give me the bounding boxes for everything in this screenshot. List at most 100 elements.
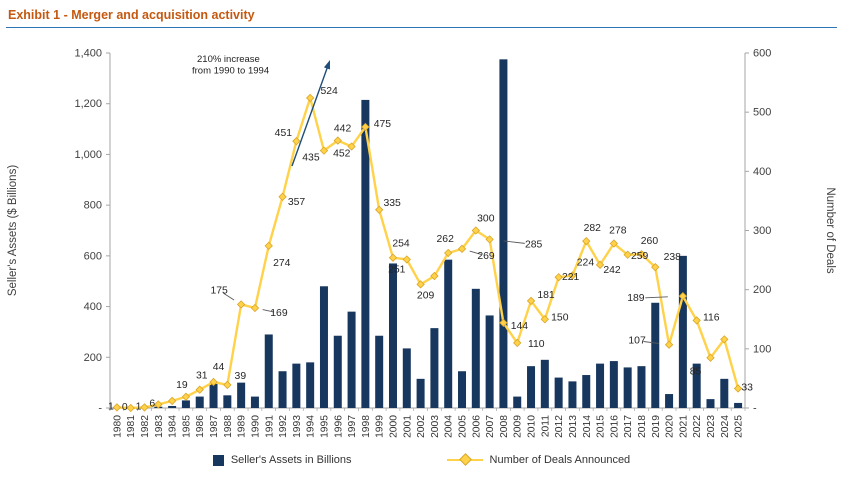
- asset-bar-2000: [388, 263, 397, 408]
- deal-value-label-2023: 85: [690, 367, 702, 378]
- deal-marker-1998: [361, 122, 370, 132]
- x-axis-year-label: 2016: [609, 415, 620, 438]
- deal-marker-2019: [651, 263, 660, 272]
- left-axis-tick-label: 1,400: [74, 48, 102, 60]
- deal-value-label-1999: 335: [384, 198, 402, 209]
- deal-value-label-1996: 452: [333, 149, 351, 160]
- x-axis-year-label: 2024: [720, 415, 731, 438]
- deal-value-label-2019: 238: [664, 252, 682, 263]
- x-axis-year-label: 1984: [168, 415, 179, 438]
- x-axis-year-label: 1998: [361, 415, 372, 438]
- chart-legend: Seller's Assets in Billions Number of De…: [0, 448, 843, 472]
- asset-bar-2010: [527, 366, 536, 408]
- x-axis-year-label: 2021: [678, 415, 689, 438]
- deal-marker-2011: [540, 315, 550, 324]
- x-axis-year-label: 1981: [126, 415, 137, 438]
- x-axis-year-label: 2006: [471, 415, 482, 438]
- asset-bar-2024: [720, 378, 729, 408]
- legend-label-sellers-assets: Seller's Assets in Billions: [230, 454, 352, 466]
- deal-marker-2002: [416, 280, 425, 289]
- deal-value-label-2012: 221: [562, 272, 580, 283]
- deal-marker-2006: [471, 226, 480, 235]
- x-axis-year-label: 2025: [734, 415, 745, 438]
- right-axis-tick-label: 400: [753, 166, 771, 178]
- asset-bar-2004: [444, 259, 453, 408]
- exhibit-title: Exhibit 1 - Merger and acquisition activ…: [6, 0, 837, 28]
- left-axis-tick-label: 800: [84, 200, 102, 212]
- deals-line: [115, 96, 740, 410]
- deal-marker-2021: [678, 292, 688, 301]
- left-axis-tick-label: 1,000: [74, 149, 102, 161]
- deal-marker-1996: [333, 136, 342, 145]
- chart-area: - 200 400 600 800 1,000 1,200 1,400 - 100 200 300 40…: [0, 28, 843, 448]
- asset-bar-2005: [458, 371, 467, 408]
- deal-value-label-1990: 169: [270, 308, 288, 319]
- deal-marker-1991: [264, 241, 273, 251]
- deal-value-label-1987: 44: [213, 362, 225, 373]
- deal-marker-1980: [112, 403, 122, 412]
- asset-bar-2011: [540, 359, 549, 408]
- deal-marker-2007: [485, 235, 494, 244]
- x-axis-year-label: 2000: [388, 415, 399, 438]
- x-axis-year-label: 2005: [458, 415, 469, 438]
- deal-marker-1988: [223, 380, 232, 390]
- asset-bar-1990: [250, 396, 259, 408]
- deal-value-label-2004: 262: [437, 234, 455, 245]
- x-axis-year-label: 2019: [651, 415, 662, 438]
- asset-bar-1985: [181, 400, 190, 408]
- deal-value-label-1986: 31: [196, 371, 208, 382]
- asset-bar-2002: [416, 378, 425, 408]
- x-axis-year-label: 2010: [527, 415, 538, 438]
- annotation-line-1: 210% increase: [197, 54, 260, 65]
- label-leader-line: [223, 292, 235, 301]
- asset-bar-2025: [734, 402, 743, 408]
- deal-value-label-2006: 300: [477, 214, 495, 225]
- deal-value-label-1989: 175: [210, 285, 228, 296]
- deal-marker-2015: [595, 260, 605, 269]
- deal-value-label-2002: 209: [417, 290, 435, 301]
- left-axis-tick-label: 600: [84, 250, 102, 262]
- deal-marker-1987: [209, 377, 218, 387]
- label-leader-line: [643, 341, 659, 344]
- deal-value-label-1982: 1: [136, 401, 142, 412]
- x-axis-year-label: 2012: [554, 415, 565, 438]
- combo-chart-svg: - 200 400 600 800 1,000 1,200 1,400 - 100 200 300 40…: [7, 48, 836, 438]
- deal-value-label-1980: 1: [108, 401, 114, 412]
- asset-bar-1999: [375, 335, 384, 408]
- asset-bar-2013: [568, 381, 577, 408]
- x-axis-year-label: 1985: [181, 415, 192, 438]
- deal-value-label-2021: 189: [627, 293, 645, 304]
- right-axis-title: Number of Deals: [824, 187, 836, 274]
- deal-marker-1999: [375, 205, 384, 214]
- asset-bar-2021: [678, 255, 687, 408]
- left-axis-title: Seller's Assets ($ Billions): [7, 165, 19, 296]
- asset-bar-2003: [430, 328, 439, 408]
- deal-marker-2025: [733, 384, 743, 393]
- deal-value-label-2009: 110: [528, 339, 545, 350]
- deal-value-label-1997: 442: [334, 123, 352, 134]
- x-axis-year-label: 1986: [195, 415, 206, 438]
- deal-value-label-2001: 251: [388, 264, 406, 275]
- asset-bar-1998: [361, 99, 370, 409]
- asset-bar-1996: [333, 335, 342, 408]
- x-axis-year-label: 2001: [402, 415, 413, 438]
- x-axis-year-label: 1990: [250, 415, 261, 438]
- asset-bar-1987: [209, 383, 218, 408]
- x-axis-year-label: 2002: [416, 415, 427, 438]
- asset-bar-2018: [637, 366, 646, 408]
- deal-marker-2014: [582, 236, 591, 246]
- deal-marker-1997: [347, 142, 356, 151]
- asset-bar-2001: [402, 348, 411, 408]
- deal-value-label-1985: 19: [176, 380, 188, 391]
- deal-marker-2022: [692, 316, 701, 325]
- asset-bar-2016: [609, 361, 618, 408]
- x-axis-year-label: 2011: [540, 415, 551, 437]
- deal-value-label-1992: 357: [288, 197, 306, 208]
- right-axis-tick-label: 600: [753, 48, 771, 60]
- x-axis-year-label: 2020: [665, 415, 676, 438]
- left-axis-tick-label: -: [98, 403, 102, 415]
- x-axis-year-label: 1999: [375, 415, 386, 438]
- deal-value-label-1981: 0: [122, 402, 128, 413]
- legend-label-deals-announced: Number of Deals Announced: [489, 454, 631, 466]
